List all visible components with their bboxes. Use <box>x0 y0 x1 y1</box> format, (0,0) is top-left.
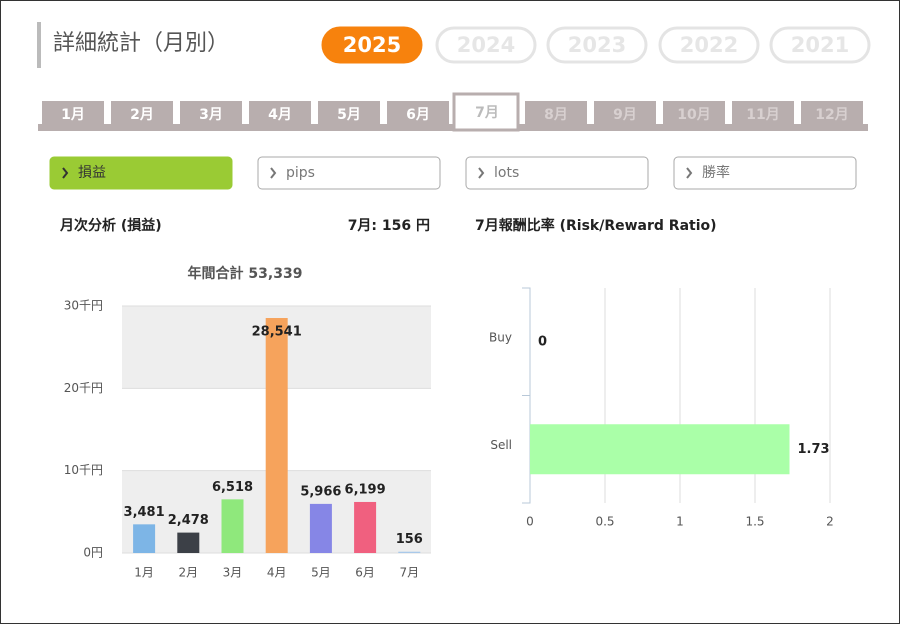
month-label[interactable]: 4月 <box>268 107 292 123</box>
year-label[interactable]: 2021 <box>791 33 849 57</box>
value-label: 5,966 <box>300 484 341 499</box>
month-label[interactable]: 1月 <box>61 107 85 123</box>
page-title: 詳細統計（月別） <box>53 31 229 56</box>
year-pill[interactable] <box>546 26 648 64</box>
x-tick-label: 2月 <box>178 566 198 580</box>
y-tick-label: 20千円 <box>64 381 103 395</box>
left-heading: 月次分析 (損益) <box>59 217 162 234</box>
month-tab[interactable] <box>732 101 794 127</box>
x-tick-label: 1 <box>676 515 684 529</box>
bar <box>133 524 156 553</box>
tab-label[interactable]: lots <box>494 165 519 181</box>
x-tick-label: 0 <box>526 515 534 529</box>
y-tick-label: 0円 <box>83 546 103 560</box>
month-label[interactable]: 3月 <box>199 107 223 123</box>
value-label: 28,541 <box>252 325 302 340</box>
month-tab[interactable] <box>42 101 104 127</box>
bar <box>354 501 377 553</box>
month-label[interactable]: 9月 <box>613 107 637 123</box>
x-tick-label: 2 <box>826 515 834 529</box>
month-tab[interactable] <box>180 101 242 127</box>
x-tick-label: 3月 <box>223 566 243 580</box>
tab-button[interactable] <box>465 156 649 190</box>
x-tick-label: 1.5 <box>745 515 764 529</box>
bar <box>309 503 332 553</box>
left-summary: 7月: 156 円 <box>348 218 430 234</box>
value-label: 3,481 <box>124 505 165 520</box>
month-label[interactable]: 12月 <box>815 107 848 123</box>
tab-button[interactable] <box>673 156 857 190</box>
tab-label[interactable]: pips <box>286 165 315 181</box>
bar <box>221 499 244 553</box>
value-label: 156 <box>396 532 423 547</box>
y-tick-label: 10千円 <box>64 463 103 477</box>
month-tab[interactable] <box>594 101 656 127</box>
month-label[interactable]: 6月 <box>406 107 430 123</box>
chart-title: 年間合計 53,339 <box>188 265 303 282</box>
axis <box>522 287 531 504</box>
year-label[interactable]: 2024 <box>457 33 515 57</box>
y-tick-label: Sell <box>490 438 512 452</box>
month-tab[interactable] <box>801 101 863 127</box>
value-label: 2,478 <box>168 513 209 528</box>
bar <box>398 551 421 553</box>
title-bar <box>37 22 41 68</box>
month-tab[interactable] <box>249 101 311 127</box>
bar <box>177 532 200 553</box>
year-label[interactable]: 2025 <box>343 33 401 57</box>
year-label[interactable]: 2022 <box>680 33 738 57</box>
month-tab[interactable] <box>525 101 587 127</box>
right-heading: 7月報酬比率 (Risk/Reward Ratio) <box>475 217 717 234</box>
bar <box>265 318 288 553</box>
month-tab[interactable] <box>663 101 725 127</box>
value-label: 0 <box>538 334 547 349</box>
month-label[interactable]: 2月 <box>130 107 154 123</box>
year-pill[interactable] <box>769 26 871 64</box>
year-pill[interactable] <box>321 26 423 64</box>
year-pill[interactable] <box>658 26 760 64</box>
month-label[interactable]: 10月 <box>677 107 710 123</box>
tab-button[interactable] <box>49 156 233 190</box>
x-tick-label: 5月 <box>311 566 331 580</box>
tab-label[interactable]: 損益 <box>78 165 106 181</box>
value-label: 6,199 <box>345 482 386 497</box>
month-tab[interactable] <box>452 92 520 132</box>
month-label[interactable]: 5月 <box>337 107 361 123</box>
x-tick-label: 1月 <box>134 566 154 580</box>
x-tick-label: 7月 <box>399 566 419 580</box>
value-label: 1.73 <box>798 442 830 457</box>
y-tick-label: Buy <box>489 330 512 344</box>
chevron <box>62 167 69 179</box>
value-label: 6,518 <box>212 480 253 495</box>
x-tick-label: 0.5 <box>595 515 614 529</box>
tab-label[interactable]: 勝率 <box>702 164 730 181</box>
chevron <box>686 167 693 179</box>
month-tab[interactable] <box>387 101 449 127</box>
month-label[interactable]: 11月 <box>746 107 779 123</box>
x-tick-label: 6月 <box>355 566 375 580</box>
chevron <box>270 167 277 179</box>
bar <box>530 424 790 475</box>
x-tick-label: 4月 <box>267 566 287 580</box>
y-tick-label: 30千円 <box>64 299 103 313</box>
tab-button[interactable] <box>257 156 441 190</box>
year-label[interactable]: 2023 <box>568 33 626 57</box>
month-label[interactable]: 7月 <box>475 105 499 121</box>
month-tab[interactable] <box>318 101 380 127</box>
year-pill[interactable] <box>435 26 537 64</box>
chevron <box>478 167 485 179</box>
month-tab[interactable] <box>111 101 173 127</box>
month-label[interactable]: 8月 <box>544 107 568 123</box>
